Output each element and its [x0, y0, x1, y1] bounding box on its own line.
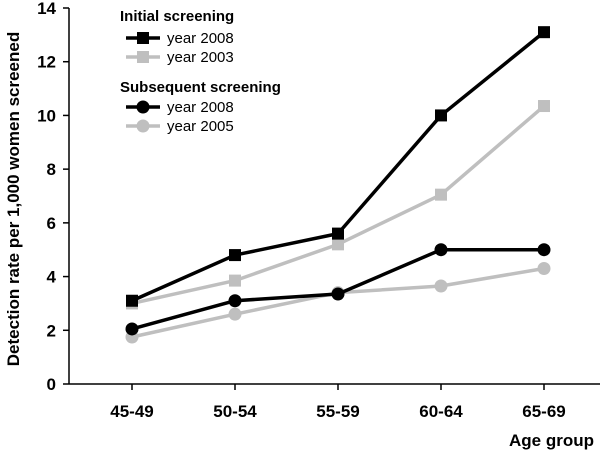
series-line	[131, 30, 546, 303]
x-tick-label: 65-69	[522, 402, 565, 421]
data-point	[126, 294, 138, 307]
x-tick-label: 50-54	[213, 402, 257, 421]
x-axis-title: Age group	[509, 431, 594, 450]
data-point	[538, 26, 550, 39]
x-tick-label: 55-59	[316, 402, 359, 421]
y-tick-label: 2	[47, 321, 56, 340]
legend: Initial screening year 2008 year 2003 Subse…	[120, 8, 281, 135]
data-point	[332, 238, 344, 251]
legend-label: year 2005	[167, 118, 234, 135]
y-tick-label: 6	[47, 214, 56, 233]
y-axis-title: Detection rate per 1,000 women screened	[4, 32, 23, 366]
legend-item: year 2005	[126, 118, 234, 135]
legend-item: year 2003	[126, 49, 234, 66]
y-tick-label: 0	[47, 375, 56, 394]
x-tick-label: 60-64	[419, 402, 463, 421]
axes	[68, 8, 600, 385]
series-line	[131, 266, 545, 339]
y-tick-label: 12	[37, 53, 56, 72]
data-point	[435, 109, 447, 122]
data-point	[434, 243, 448, 257]
y-tick-label: 14	[37, 0, 56, 18]
data-point	[331, 287, 345, 301]
y-tick-label: 4	[47, 268, 57, 287]
data-point	[537, 262, 551, 276]
data-point	[228, 294, 242, 308]
legend-item: year 2008	[126, 99, 234, 116]
y-ticks: 0 2 4 6 8 10 12 14	[37, 0, 69, 394]
data-point	[434, 279, 448, 293]
legend-group-title: Subsequent screening	[120, 79, 281, 96]
legend-label: year 2008	[167, 30, 234, 47]
legend-item: year 2008	[126, 30, 234, 47]
legend-marker	[136, 119, 150, 133]
legend-label: year 2003	[167, 49, 234, 66]
data-point	[228, 307, 242, 321]
legend-marker	[136, 100, 150, 114]
legend-label: year 2008	[167, 99, 234, 116]
data-point	[332, 227, 344, 240]
legend-marker	[137, 51, 149, 63]
series-layer	[125, 26, 551, 344]
x-ticks: 45-49 50-54 55-59 60-64 65-69	[110, 384, 566, 421]
data-point	[435, 188, 447, 201]
series-subsequent-year-2008	[125, 243, 551, 336]
legend-group-title: Initial screening	[120, 8, 234, 25]
x-tick-label: 45-49	[110, 402, 153, 421]
y-tick-label: 8	[47, 160, 56, 179]
data-point	[125, 322, 139, 336]
y-tick-label: 10	[37, 106, 56, 125]
data-point	[229, 274, 241, 287]
legend-marker	[137, 32, 149, 44]
series-initial-year-2008	[126, 26, 550, 307]
data-point	[537, 243, 551, 257]
data-point	[229, 249, 241, 262]
data-point	[538, 100, 550, 113]
